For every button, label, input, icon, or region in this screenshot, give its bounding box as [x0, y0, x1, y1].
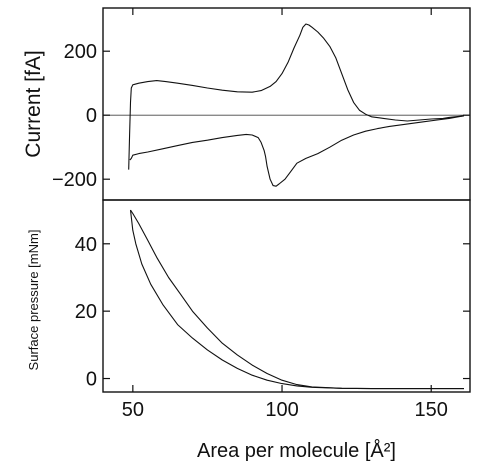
- pressure-series-expansion: [130, 209, 464, 390]
- top-panel-frame: [102, 7, 471, 201]
- current-series-0: [128, 23, 465, 170]
- xtick-label: 100: [265, 399, 298, 421]
- x-axis-title: Area per molecule [Å²]: [197, 439, 396, 462]
- current-axis-title: Current [fA]: [22, 50, 45, 157]
- pressure-ytick-label: 20: [75, 301, 97, 323]
- surface-pressure-axis-title: Surface pressure [mNm]: [26, 230, 41, 371]
- current-ytick-label: 200: [64, 41, 97, 63]
- pressure-ytick-label: 0: [86, 369, 97, 391]
- current-ytick-label: 0: [86, 105, 97, 127]
- pressure-ytick-label: 40: [75, 234, 97, 256]
- current-series-1: [129, 115, 465, 187]
- current-ytick-label: −200: [52, 169, 97, 191]
- xtick-label: 150: [415, 399, 448, 421]
- pressure-series-compression: [129, 210, 464, 390]
- xtick-label: 50: [122, 399, 144, 421]
- bottom-panel-frame: [102, 199, 471, 393]
